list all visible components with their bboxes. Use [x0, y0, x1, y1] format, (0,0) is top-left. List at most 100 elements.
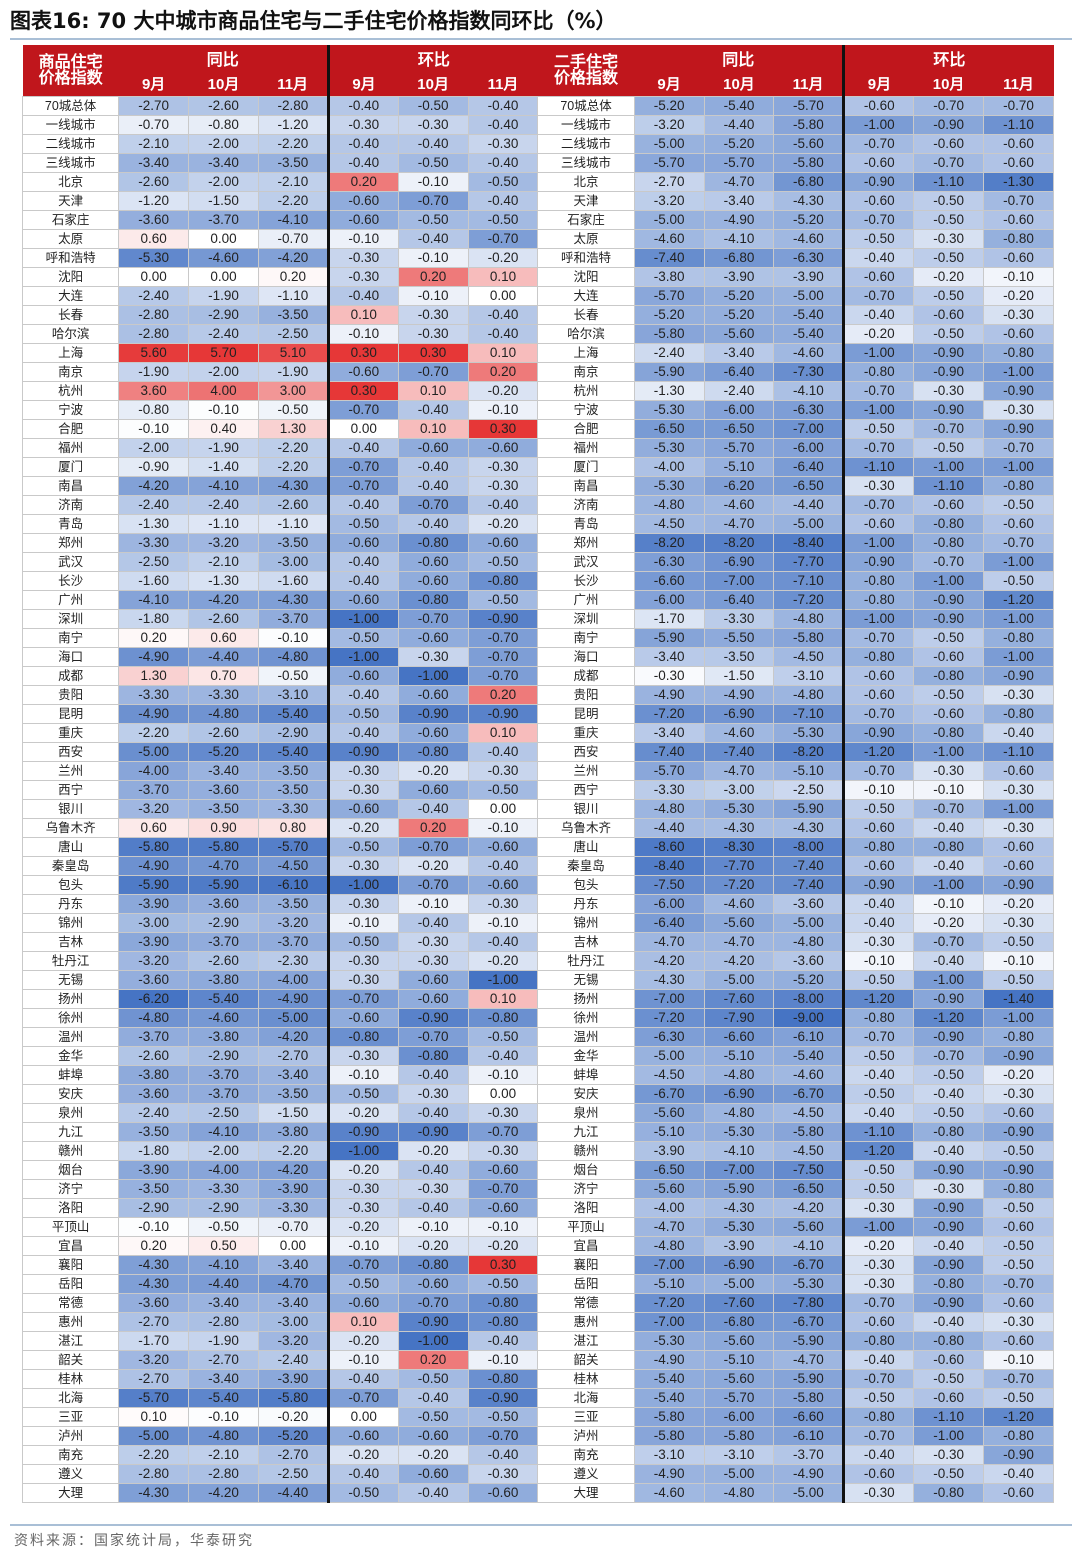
second-mom-cell: -0.50	[983, 1236, 1054, 1256]
new-mom-cell: -0.40	[467, 1331, 539, 1351]
second-mom-cell: -0.80	[842, 647, 915, 667]
new-yoy-cell: 1.30	[118, 666, 190, 686]
new-mom-cell: -0.10	[326, 913, 399, 933]
new-city-cell: 惠州	[21, 1312, 120, 1332]
second-yoy-cell: -5.60	[703, 1331, 775, 1351]
new-mom-cell: 0.30	[467, 419, 539, 439]
second-yoy-cell: -6.60	[703, 1027, 775, 1047]
second-yoy-cell: -7.90	[703, 1008, 775, 1028]
second-mom-cell: -0.80	[983, 476, 1054, 496]
new-yoy-cell: -4.90	[118, 856, 190, 876]
new-mom-cell: -0.10	[326, 1350, 399, 1370]
new-city-cell: 桂林	[21, 1369, 120, 1389]
second-yoy-cell: -4.30	[633, 970, 705, 990]
new-mom-cell: 0.30	[326, 381, 399, 401]
new-mom-cell: -0.40	[397, 457, 469, 477]
new-mom-cell: -0.50	[326, 1274, 399, 1294]
new-mom-cell: -0.60	[326, 362, 399, 382]
second-city-cell: 银川	[537, 799, 635, 819]
new-city-cell: 青岛	[21, 514, 120, 534]
second-yoy-cell: -4.50	[773, 647, 845, 667]
new-yoy-cell: -1.40	[188, 457, 259, 477]
new-yoy-cell: 0.60	[118, 229, 190, 249]
second-yoy-cell: -5.70	[703, 438, 775, 458]
second-yoy-cell: -4.50	[773, 1103, 845, 1123]
second-mom-cell: -0.30	[842, 1274, 915, 1294]
new-mom-cell: 0.10	[467, 343, 539, 363]
new-mom-cell: -0.60	[397, 970, 469, 990]
table-row: 郑州 -3.30 -3.20 -3.50 -0.60 -0.80 -0.60 郑州 -8.20-…	[21, 533, 1054, 553]
second-mom-cell: -0.10	[913, 780, 985, 800]
new-mom-cell: -0.50	[397, 153, 469, 173]
second-mom-cell: -0.90	[913, 1198, 985, 1218]
new-yoy-cell: -5.90	[118, 875, 190, 895]
new-yoy-cell: -2.30	[257, 951, 329, 971]
second-city-cell: 沈阳	[537, 267, 635, 287]
second-mom-cell: -0.60	[842, 153, 915, 173]
new-yoy-cell: -2.70	[188, 1350, 259, 1370]
new-yoy-cell: -5.70	[257, 837, 329, 857]
new-city-cell: 石家庄	[21, 210, 120, 230]
second-yoy-cell: -7.40	[773, 856, 845, 876]
second-mom-cell: -0.90	[913, 115, 985, 135]
second-mom-cell: -1.00	[842, 609, 915, 629]
new-mom-cell: 0.20	[326, 172, 399, 192]
new-yoy-cell: -3.50	[118, 1179, 190, 1199]
second-mom-cell: -0.60	[913, 134, 985, 154]
new-mom-cell: -0.80	[467, 1008, 539, 1028]
new-mom-cell: -0.40	[397, 1103, 469, 1123]
second-city-cell: 泸州	[537, 1426, 635, 1446]
table-row: 天津 -1.20 -1.50 -2.20 -0.60 -0.70 -0.40 天津 -3.20-…	[21, 191, 1054, 211]
new-mom-cell: -0.60	[397, 723, 469, 743]
second-mom-cell: -0.60	[913, 647, 985, 667]
new-mom-cell: -0.60	[467, 875, 539, 895]
second-mom-cell: -0.50	[983, 1255, 1054, 1275]
new-yoy-cell: -2.00	[188, 134, 259, 154]
second-yoy-cell: -1.50	[703, 666, 775, 686]
new-yoy-cell: -3.90	[257, 1179, 329, 1199]
second-mom-cell: -0.60	[913, 1350, 985, 1370]
second-hand-label-line2: 价格指数	[554, 69, 619, 87]
second-yoy-cell: -5.40	[633, 1388, 705, 1408]
new-mom-cell: -0.40	[397, 514, 469, 534]
second-mom-cell: -0.30	[983, 400, 1054, 420]
new-mom-cell: -0.70	[467, 666, 539, 686]
new-mom-cell: -0.40	[467, 1445, 539, 1465]
new-mom-cell: -0.30	[467, 761, 539, 781]
second-mom-cell: -0.90	[983, 875, 1054, 895]
new-city-cell: 蚌埠	[21, 1065, 120, 1085]
new-yoy-cell: 0.40	[188, 419, 259, 439]
second-yoy-cell: -4.20	[773, 1198, 845, 1218]
second-yoy-cell: -5.00	[633, 134, 705, 154]
second-mom-cell: -0.90	[913, 343, 985, 363]
new-yoy-cell: -2.60	[188, 723, 259, 743]
second-yoy-cell: -6.30	[633, 552, 705, 572]
new-mom-cell: -0.60	[397, 989, 469, 1009]
new-yoy-cell: -5.40	[188, 1388, 259, 1408]
new-yoy-cell: -2.60	[188, 96, 259, 116]
new-yoy-cell: -3.40	[188, 153, 259, 173]
table-row: 牡丹江 -3.20 -2.60 -2.30 -0.30 -0.30 -0.20 牡丹江 -4.2…	[21, 951, 1054, 971]
new-mom-cell: 0.30	[397, 343, 469, 363]
second-mom-cell: -0.10	[842, 780, 915, 800]
new-yoy-cell: -2.40	[257, 1350, 329, 1370]
second-mom-cell: -0.90	[842, 172, 915, 192]
second-mom-cell: -0.90	[913, 362, 985, 382]
new-mom-cell: -0.50	[467, 172, 539, 192]
new-yoy-cell: -2.80	[118, 1464, 190, 1484]
new-mom-cell: -0.40	[397, 476, 469, 496]
new-yoy-cell: -1.90	[188, 286, 259, 306]
second-mom-cell: -1.00	[983, 552, 1054, 572]
second-yoy-cell: -7.40	[633, 742, 705, 762]
new-yoy-cell: -2.80	[188, 1464, 259, 1484]
new-yoy-cell: 0.00	[188, 229, 259, 249]
table-row: 70城总体 -2.70 -2.60 -2.80 -0.40 -0.50 -0.40 70城总体…	[21, 96, 1054, 116]
new-yoy-cell: -5.30	[118, 248, 190, 268]
new-mom-cell: -0.90	[397, 1008, 469, 1028]
second-mom-cell: -0.70	[913, 96, 985, 116]
second-yoy-cell: -3.40	[633, 723, 705, 743]
second-mom-cell: -0.10	[983, 951, 1054, 971]
new-yoy-cell: -3.50	[257, 780, 329, 800]
new-yoy-cell: -2.70	[257, 1445, 329, 1465]
second-yoy-cell: -5.20	[703, 134, 775, 154]
